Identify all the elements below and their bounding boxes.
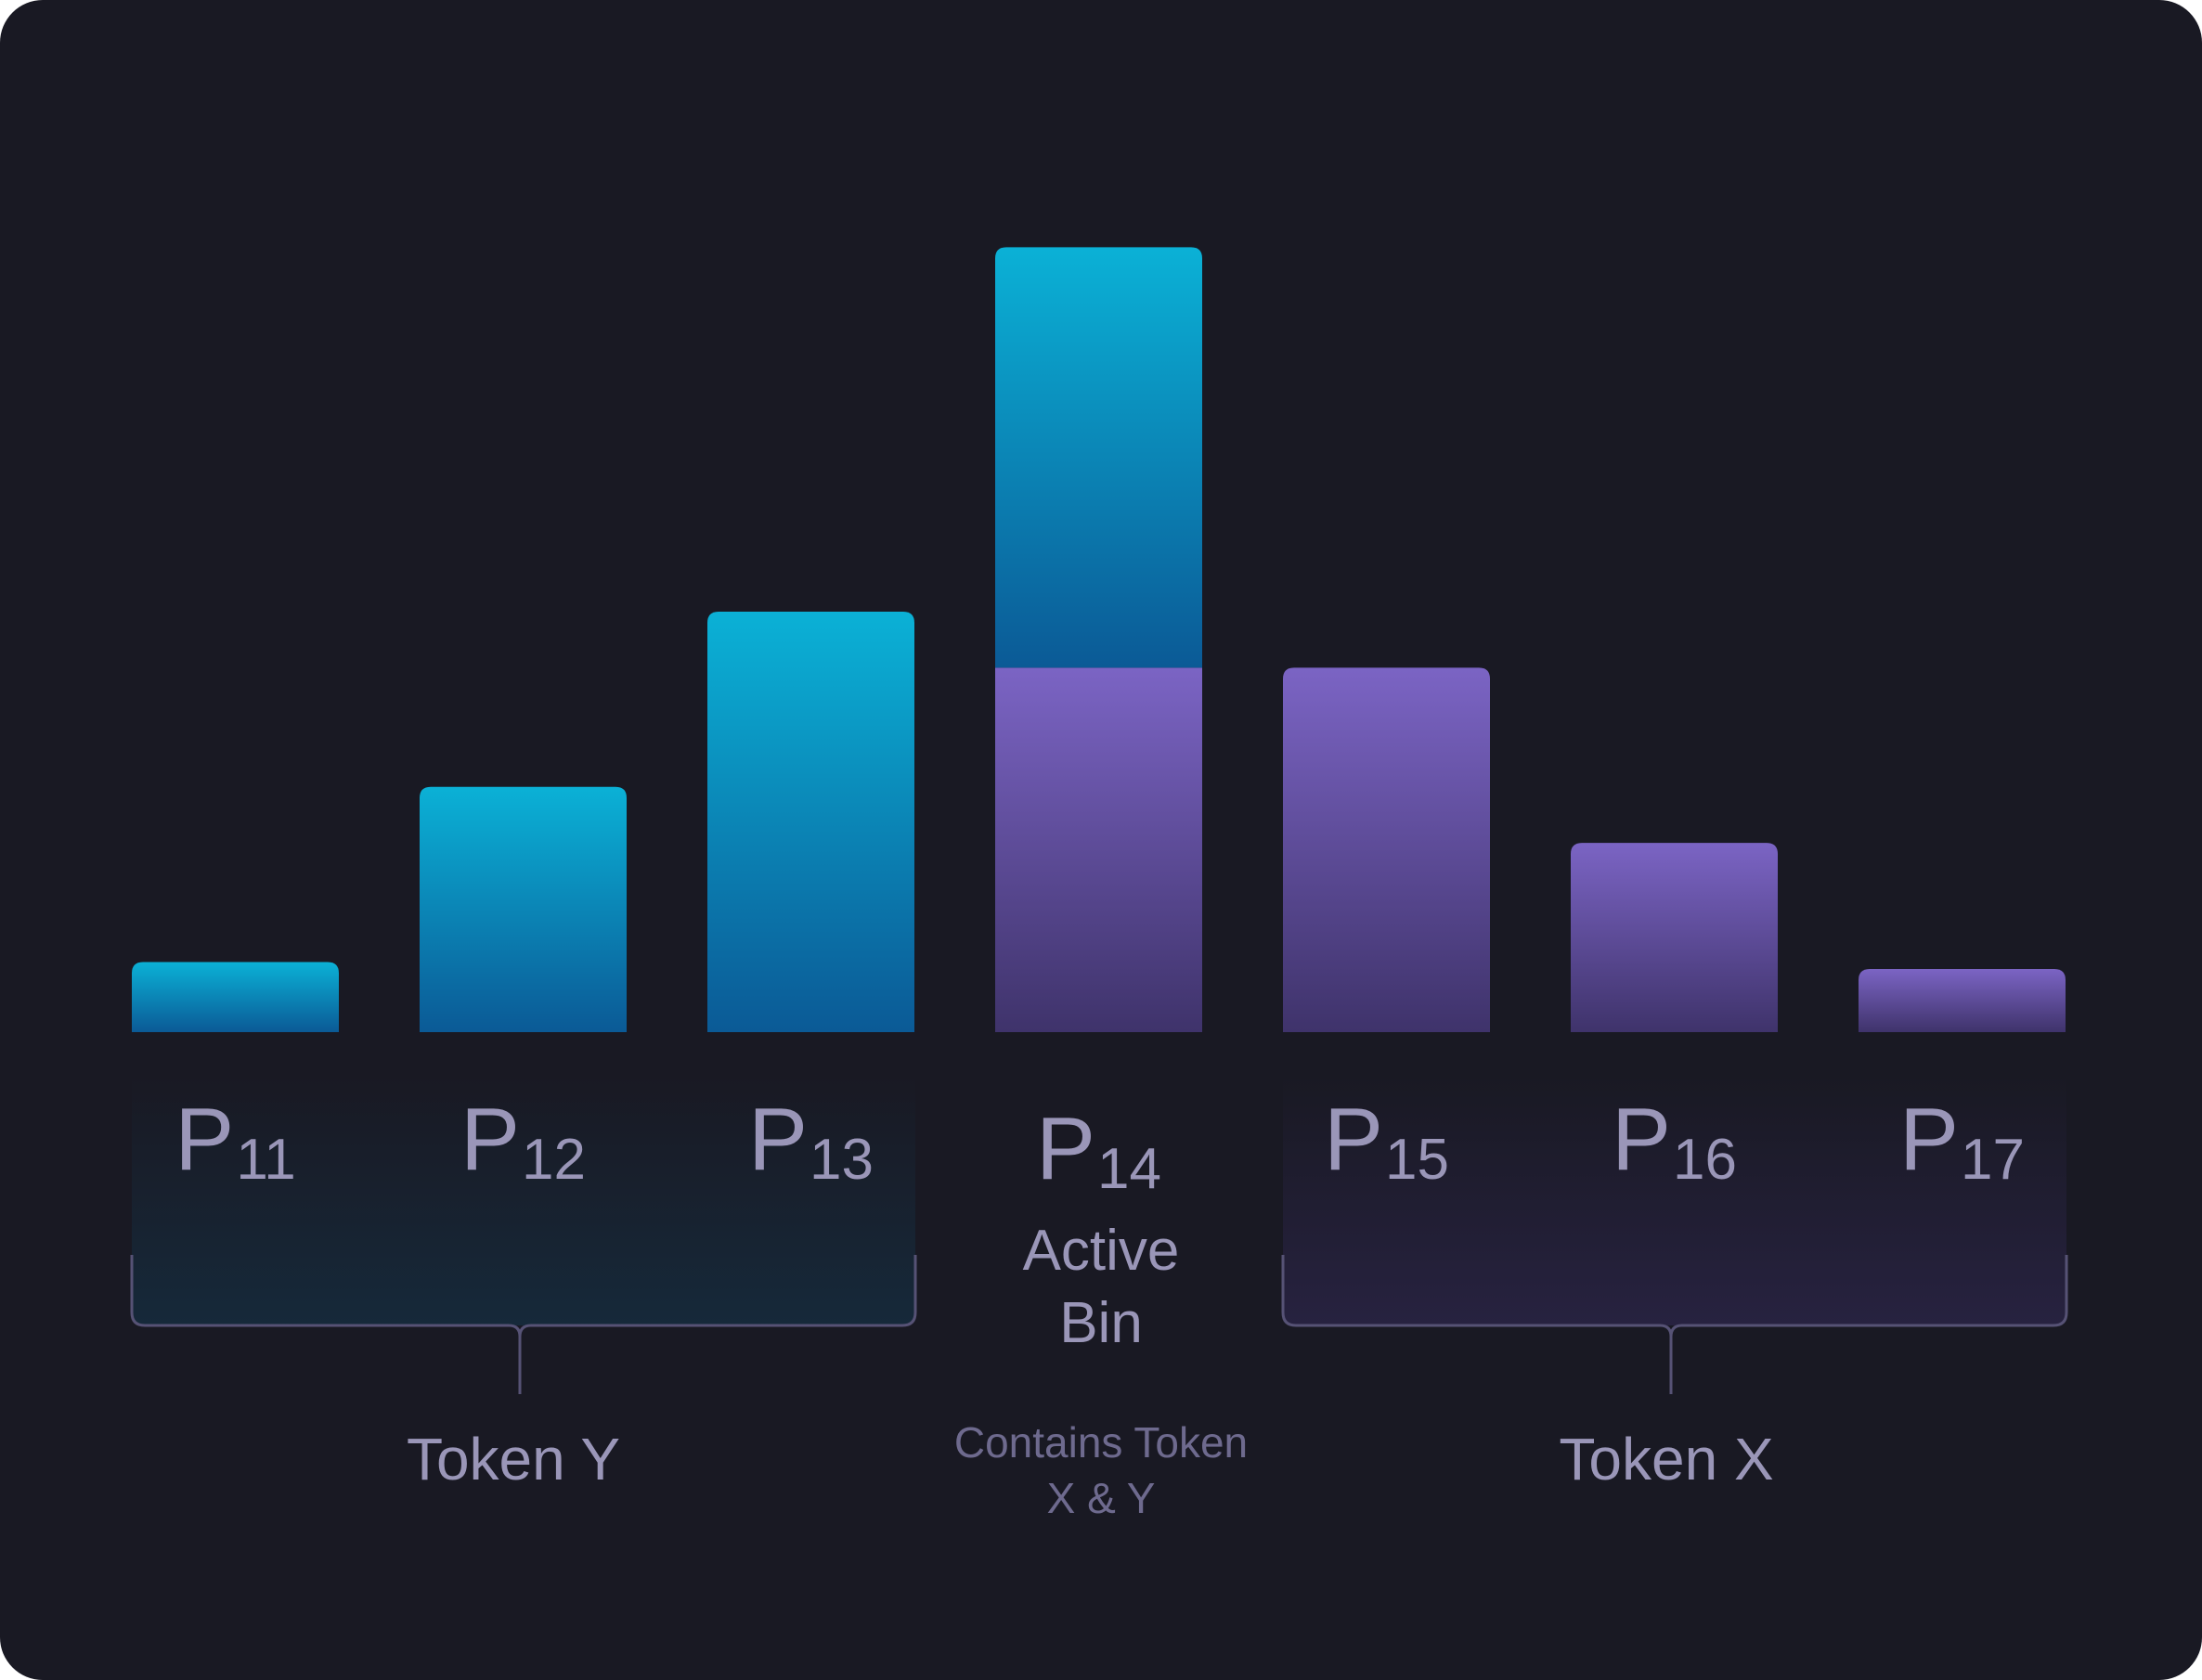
bar-p16 — [1571, 843, 1778, 1032]
active-bin-caption-line1: Contains Token — [954, 1418, 1248, 1467]
token-x-group-label: Token X — [1559, 1426, 1773, 1493]
bin-label-p13: P13 — [748, 1090, 874, 1192]
bin-label-p12: P12 — [460, 1090, 586, 1192]
group-brackets — [130, 1255, 2068, 1394]
bin-label-p14: P14 — [1036, 1099, 1161, 1201]
bar-p12 — [420, 786, 627, 1032]
bar-p13 — [707, 612, 914, 1032]
active-bin-label-line1: Active — [1023, 1219, 1180, 1283]
bin-label-p16: P16 — [1612, 1090, 1737, 1192]
token-y-group-glow — [132, 1077, 915, 1325]
active-bin-caption-line2: X & Y — [1047, 1474, 1156, 1522]
bar-p14-token-y-segment — [995, 247, 1202, 668]
bin-label-p15: P15 — [1324, 1090, 1449, 1192]
token-x-group-glow — [1283, 1077, 2066, 1325]
active-bin-label-line2: Bin — [1059, 1291, 1143, 1355]
bin-labels-layer: P11 P12 P13 P14 P15 P16 P17 — [175, 1090, 2025, 1201]
token-y-bracket — [130, 1255, 917, 1394]
bar-p14-token-x-segment — [995, 667, 1202, 1032]
bars-layer — [132, 247, 2066, 1032]
token-y-group-label: Token Y — [407, 1426, 620, 1493]
active-bin-caption: Contains Token X & Y — [954, 1418, 1248, 1522]
bin-label-p11: P11 — [175, 1090, 295, 1192]
bar-p17 — [1859, 969, 2066, 1032]
bar-p11 — [132, 962, 339, 1032]
active-bin-label: Active Bin — [1023, 1219, 1180, 1355]
group-background-fills — [132, 1077, 2066, 1325]
bin-label-p17: P17 — [1899, 1090, 2025, 1192]
token-x-bracket — [1281, 1255, 2068, 1394]
bar-p15 — [1283, 667, 1490, 1032]
